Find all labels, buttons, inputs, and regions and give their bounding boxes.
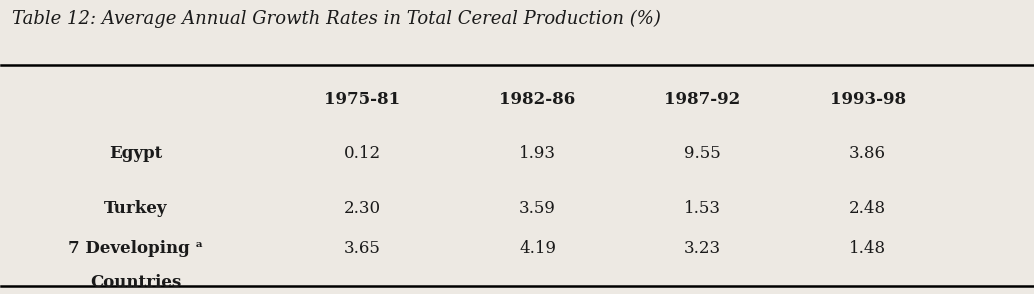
Text: 1.93: 1.93: [519, 145, 556, 162]
Text: 1975-81: 1975-81: [325, 91, 400, 108]
Text: 3.59: 3.59: [519, 200, 556, 217]
Text: 1.48: 1.48: [849, 240, 886, 257]
Text: 3.86: 3.86: [849, 145, 886, 162]
Text: Egypt: Egypt: [109, 145, 162, 162]
Text: Countries: Countries: [90, 274, 181, 291]
Text: 3.23: 3.23: [685, 240, 721, 257]
Text: 1.53: 1.53: [685, 200, 721, 217]
Text: 1987-92: 1987-92: [665, 91, 740, 108]
Text: 2.48: 2.48: [849, 200, 886, 217]
Text: 1982-86: 1982-86: [499, 91, 576, 108]
Text: 4.19: 4.19: [519, 240, 556, 257]
Text: 1993-98: 1993-98: [829, 91, 906, 108]
Text: 7 Developing ᵃ: 7 Developing ᵃ: [68, 240, 203, 257]
Text: 0.12: 0.12: [343, 145, 381, 162]
Text: Table 12: Average Annual Growth Rates in Total Cereal Production (%): Table 12: Average Annual Growth Rates in…: [11, 10, 661, 28]
Text: 2.30: 2.30: [343, 200, 381, 217]
Text: 3.65: 3.65: [344, 240, 381, 257]
Text: Turkey: Turkey: [103, 200, 168, 217]
Text: 9.55: 9.55: [685, 145, 721, 162]
